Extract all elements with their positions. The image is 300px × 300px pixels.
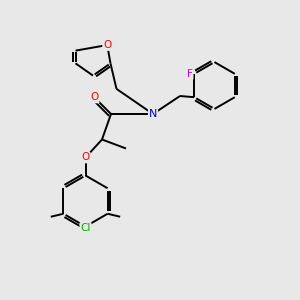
- Text: Cl: Cl: [80, 223, 91, 233]
- Text: O: O: [103, 40, 111, 50]
- Text: O: O: [90, 92, 99, 103]
- Text: N: N: [149, 109, 157, 119]
- Text: F: F: [187, 69, 193, 79]
- Text: O: O: [81, 152, 90, 163]
